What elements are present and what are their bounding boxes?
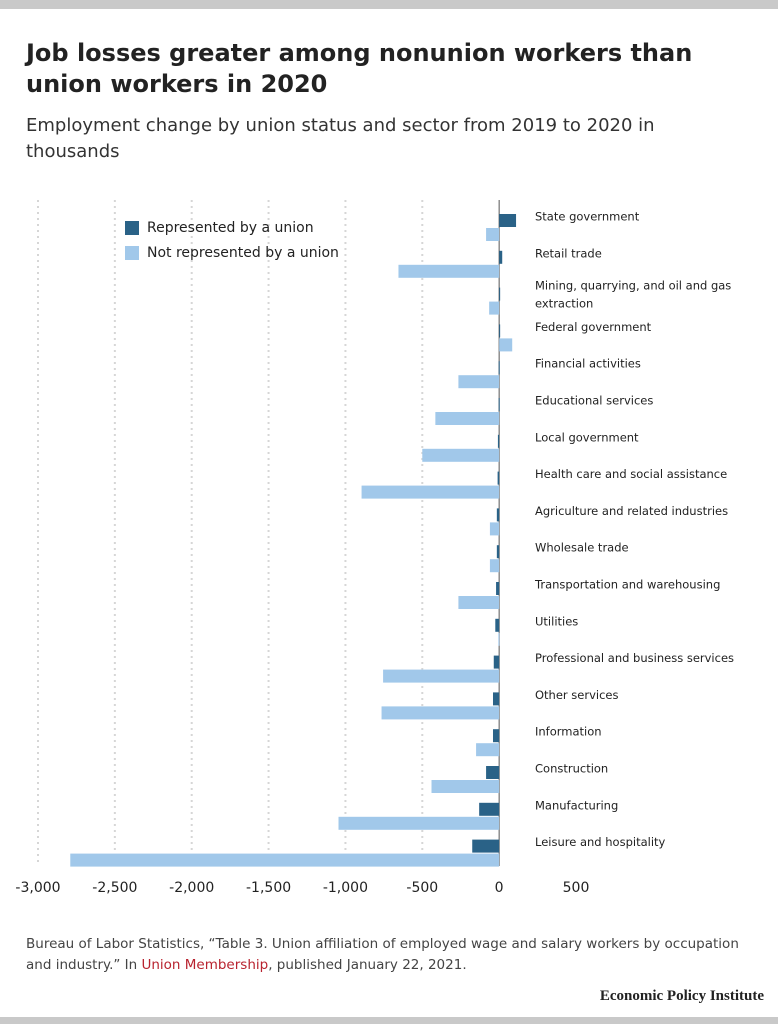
legend-label: Not represented by a union [147, 245, 339, 261]
bar [496, 545, 500, 559]
category-label: Agriculture and related industries [535, 504, 728, 518]
legend-swatch [125, 246, 139, 260]
bottom-bar [0, 1017, 778, 1024]
bar [499, 338, 513, 352]
bar [498, 632, 500, 646]
bar [499, 287, 501, 301]
bar [422, 448, 500, 462]
bar [499, 250, 503, 264]
bar [361, 485, 500, 499]
bar [458, 375, 500, 389]
category-label: Health care and social assistance [535, 467, 727, 481]
bar [458, 596, 500, 609]
category-label: Financial activities [535, 357, 641, 371]
x-tick-label: -2,500 [92, 880, 137, 896]
category-label: Professional and business services [535, 651, 734, 665]
x-tick-label: -2,000 [169, 880, 214, 896]
bar [381, 706, 500, 720]
legend-swatch [125, 221, 139, 235]
category-label: Transportation and warehousing [534, 578, 720, 592]
x-tick-label: 500 [563, 880, 590, 896]
source-link[interactable]: Union Membership [141, 957, 269, 973]
category-label: Retail trade [535, 246, 602, 260]
bar [435, 412, 500, 425]
bar [499, 214, 517, 227]
category-label: Mining, quarrying, and oil and gas extrac… [535, 278, 731, 310]
category-label: Construction [535, 762, 608, 776]
publisher: Economic Policy Institute [599, 988, 764, 1004]
category-label: Educational services [535, 394, 653, 408]
bar [497, 471, 500, 485]
category-label: Other services [535, 688, 619, 702]
bar [493, 655, 500, 669]
legend-label: Represented by a union [147, 220, 314, 236]
category-label: Manufacturing [535, 798, 618, 812]
category-label: Wholesale trade [535, 541, 629, 555]
bar [492, 729, 500, 743]
bar [496, 582, 500, 595]
x-tick-label: 0 [495, 880, 504, 896]
category-label: Information [535, 725, 602, 739]
bar [489, 522, 500, 536]
bar [498, 398, 500, 411]
x-tick-label: -3,000 [15, 880, 60, 896]
category-label: Leisure and hospitality [535, 835, 666, 849]
category-label: Local government [535, 430, 639, 444]
bar [486, 766, 500, 779]
bar [431, 780, 500, 793]
bar [489, 559, 500, 573]
bar [338, 816, 500, 830]
source-text: , published January 22, 2021. [268, 957, 467, 973]
source: Bureau of Labor Statistics, “Table 3. Un… [26, 934, 746, 976]
x-tick-label: -500 [406, 880, 438, 896]
bar [499, 324, 501, 338]
bar [479, 802, 500, 816]
bar [492, 692, 500, 706]
source-text: Bureau of Labor Statistics, “Table 3. Un… [26, 936, 739, 973]
bar [489, 301, 500, 315]
bar [383, 669, 500, 683]
category-label: State government [535, 210, 640, 224]
bar [498, 361, 500, 375]
chart-title: Job losses greater among nonunion worker… [26, 39, 693, 98]
bar [476, 743, 500, 757]
bar [486, 228, 500, 241]
bar [70, 853, 500, 867]
bar [398, 264, 500, 278]
x-tick-label: -1,500 [246, 880, 291, 896]
category-label: Federal government [535, 320, 652, 334]
top-bar [0, 0, 778, 9]
category-label: Utilities [535, 614, 578, 628]
chart-subtitle: Employment change by union status and se… [26, 115, 655, 162]
bar [496, 508, 500, 522]
bar [497, 434, 500, 448]
chart: -3,000 -2,500 -2,000 -1,500 -1,000 -500 0 500 St… [15, 200, 734, 896]
x-tick-label: -1,000 [323, 880, 368, 896]
bar [495, 618, 500, 632]
bar [472, 839, 500, 853]
